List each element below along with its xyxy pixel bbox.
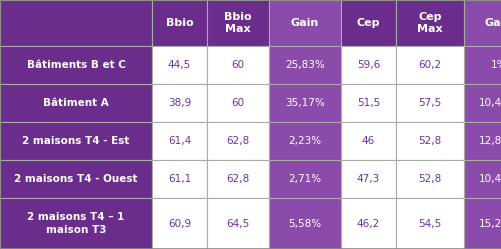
Text: 54,5: 54,5 bbox=[417, 219, 441, 229]
Text: 60: 60 bbox=[231, 98, 244, 108]
Text: Cep
Max: Cep Max bbox=[416, 12, 442, 34]
Text: Bâtiments B et C: Bâtiments B et C bbox=[27, 60, 125, 70]
Text: 15,23%: 15,23% bbox=[478, 219, 501, 229]
Bar bbox=[463, 46, 501, 84]
Bar bbox=[395, 122, 463, 160]
Bar bbox=[206, 46, 269, 84]
Bar bbox=[340, 160, 395, 198]
Text: 2 maisons T4 - Est: 2 maisons T4 - Est bbox=[22, 136, 129, 146]
Text: Bbio: Bbio bbox=[165, 18, 193, 28]
Bar bbox=[152, 160, 206, 198]
Bar bbox=[340, 0, 395, 46]
Text: 12,88%: 12,88% bbox=[478, 136, 501, 146]
Text: 1%: 1% bbox=[490, 60, 501, 70]
Text: 61,1: 61,1 bbox=[167, 174, 191, 184]
Text: 2,23%: 2,23% bbox=[288, 136, 321, 146]
Bar bbox=[463, 122, 501, 160]
Bar bbox=[463, 84, 501, 122]
Text: 25,83%: 25,83% bbox=[285, 60, 324, 70]
Text: 52,8: 52,8 bbox=[417, 136, 441, 146]
Text: 38,9: 38,9 bbox=[167, 98, 191, 108]
Bar bbox=[0, 122, 152, 160]
Text: 5,58%: 5,58% bbox=[288, 219, 321, 229]
Text: 60,9: 60,9 bbox=[168, 219, 191, 229]
Bar bbox=[0, 84, 152, 122]
Bar bbox=[152, 84, 206, 122]
Text: 10,43%: 10,43% bbox=[478, 98, 501, 108]
Bar bbox=[0, 0, 152, 46]
Bar bbox=[206, 84, 269, 122]
Bar bbox=[269, 160, 340, 198]
Bar bbox=[0, 198, 152, 249]
Bar bbox=[206, 198, 269, 249]
Bar bbox=[152, 122, 206, 160]
Text: 51,5: 51,5 bbox=[356, 98, 379, 108]
Text: 47,3: 47,3 bbox=[356, 174, 379, 184]
Bar bbox=[340, 46, 395, 84]
Text: 2 maisons T4 - Ouest: 2 maisons T4 - Ouest bbox=[14, 174, 137, 184]
Bar bbox=[395, 84, 463, 122]
Text: 60: 60 bbox=[231, 60, 244, 70]
Bar bbox=[152, 46, 206, 84]
Bar bbox=[269, 84, 340, 122]
Bar bbox=[152, 0, 206, 46]
Bar bbox=[463, 0, 501, 46]
Bar bbox=[269, 198, 340, 249]
Text: 52,8: 52,8 bbox=[417, 174, 441, 184]
Bar bbox=[0, 46, 152, 84]
Text: 2,71%: 2,71% bbox=[288, 174, 321, 184]
Text: Bâtiment A: Bâtiment A bbox=[43, 98, 109, 108]
Text: Cep: Cep bbox=[356, 18, 379, 28]
Bar bbox=[206, 0, 269, 46]
Text: 2 maisons T4 – 1
maison T3: 2 maisons T4 – 1 maison T3 bbox=[28, 212, 124, 235]
Text: 46: 46 bbox=[361, 136, 374, 146]
Bar bbox=[340, 122, 395, 160]
Text: 62,8: 62,8 bbox=[226, 174, 249, 184]
Bar bbox=[0, 160, 152, 198]
Text: Gain: Gain bbox=[484, 18, 501, 28]
Bar bbox=[269, 122, 340, 160]
Bar bbox=[395, 46, 463, 84]
Bar bbox=[395, 198, 463, 249]
Bar bbox=[206, 122, 269, 160]
Text: 59,6: 59,6 bbox=[356, 60, 379, 70]
Bar bbox=[269, 46, 340, 84]
Text: 57,5: 57,5 bbox=[417, 98, 441, 108]
Bar bbox=[152, 198, 206, 249]
Bar bbox=[463, 160, 501, 198]
Bar bbox=[340, 84, 395, 122]
Bar bbox=[340, 198, 395, 249]
Text: 10,42%: 10,42% bbox=[478, 174, 501, 184]
Bar bbox=[463, 198, 501, 249]
Bar bbox=[395, 0, 463, 46]
Text: 46,2: 46,2 bbox=[356, 219, 379, 229]
Text: 44,5: 44,5 bbox=[167, 60, 191, 70]
Text: Gain: Gain bbox=[290, 18, 319, 28]
Text: Bbio
Max: Bbio Max bbox=[224, 12, 252, 34]
Bar bbox=[206, 160, 269, 198]
Text: 62,8: 62,8 bbox=[226, 136, 249, 146]
Bar bbox=[395, 160, 463, 198]
Text: 64,5: 64,5 bbox=[226, 219, 249, 229]
Text: 61,4: 61,4 bbox=[167, 136, 191, 146]
Text: 35,17%: 35,17% bbox=[285, 98, 324, 108]
Bar bbox=[269, 0, 340, 46]
Text: 60,2: 60,2 bbox=[418, 60, 441, 70]
